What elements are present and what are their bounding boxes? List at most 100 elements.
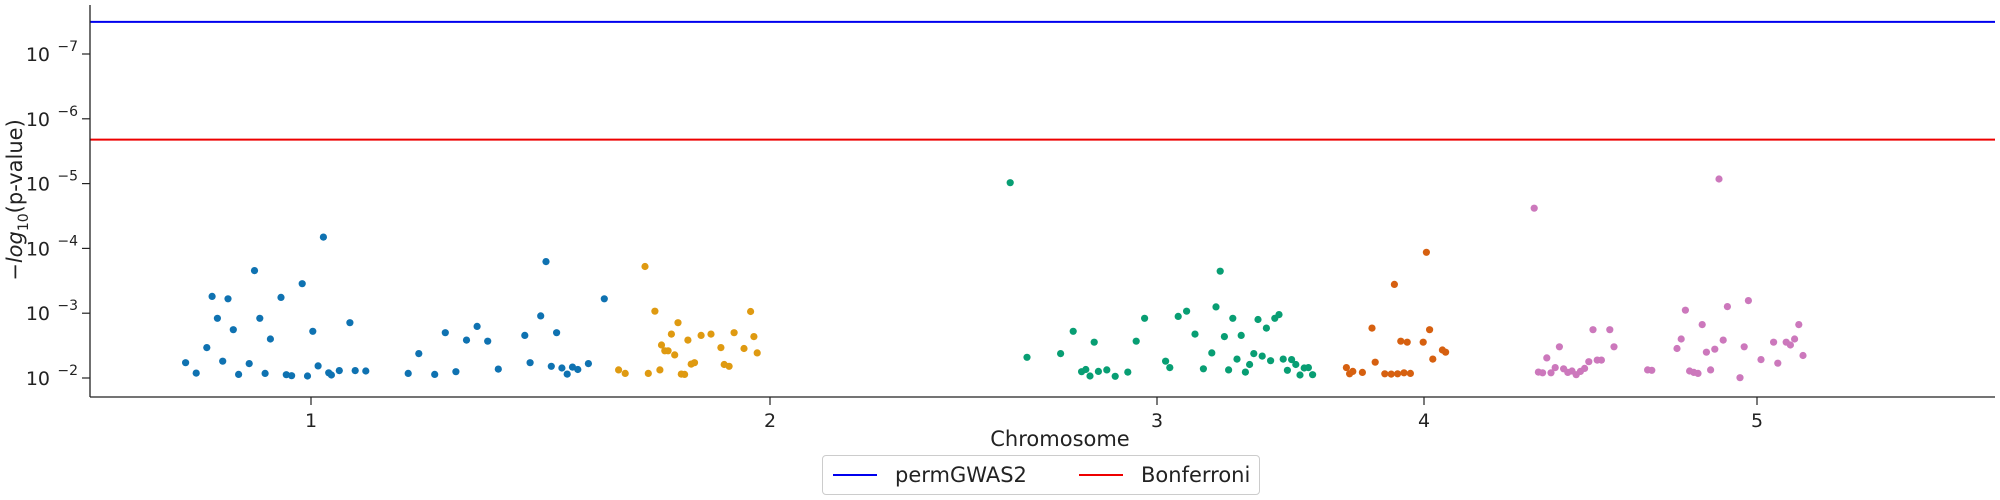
snp-point	[1791, 335, 1799, 343]
snp-point	[1191, 330, 1199, 338]
y-tick-exponent: −6	[57, 104, 78, 120]
snp-point	[1237, 331, 1245, 339]
snp-point	[327, 371, 335, 379]
snp-point	[1543, 354, 1551, 362]
snp-point	[547, 362, 555, 370]
snp-point	[1309, 371, 1317, 379]
threshold-lines	[90, 20, 1995, 141]
snp-point	[309, 327, 317, 335]
snp-point	[1208, 349, 1216, 357]
snp-point	[1094, 367, 1102, 375]
snp-point	[208, 292, 216, 300]
x-tick-label: 4	[1418, 410, 1430, 432]
snp-point	[1103, 366, 1111, 374]
y-tick-exponent: −3	[57, 298, 78, 314]
snp-point	[319, 233, 327, 241]
y-axis-ticks: 10 −7 10 −6 10 −5 10 −4 10 −3 10 −2	[26, 39, 90, 390]
y-tick-label: 10	[26, 109, 50, 131]
snp-point	[526, 359, 534, 367]
snp-point	[1681, 306, 1689, 314]
snp-point	[1174, 312, 1182, 320]
snp-point	[351, 367, 359, 375]
snp-point	[1212, 303, 1220, 311]
snp-point	[753, 349, 761, 357]
snp-point	[235, 370, 243, 378]
snp-point	[1288, 356, 1296, 364]
snp-point	[747, 307, 755, 316]
snp-point	[674, 319, 682, 327]
snp-point	[1589, 326, 1597, 334]
snp-point	[1296, 371, 1304, 379]
snp-point	[1090, 338, 1098, 346]
snp-point	[537, 312, 545, 320]
snp-point	[725, 362, 733, 370]
snp-point	[1254, 315, 1262, 324]
y-tick-label: 10	[26, 238, 50, 260]
snp-point	[1371, 358, 1379, 366]
snp-point	[346, 319, 354, 327]
snp-point	[404, 369, 412, 377]
snp-point	[717, 344, 725, 352]
snp-point	[1740, 343, 1748, 351]
snp-point	[441, 329, 449, 337]
snp-point	[1774, 359, 1782, 367]
snp-point	[1124, 368, 1132, 376]
snp-point	[1757, 356, 1765, 364]
snp-point	[1770, 338, 1778, 346]
snp-point	[1698, 321, 1706, 329]
snp-point	[690, 359, 699, 367]
snp-point	[671, 351, 679, 359]
snp-point	[1262, 324, 1270, 332]
snp-point	[740, 344, 748, 353]
snp-point	[192, 369, 200, 377]
legend: permGWAS2 Bonferroni	[822, 455, 1260, 495]
snp-point	[1141, 314, 1149, 322]
snp-point	[1166, 364, 1174, 372]
snp-point	[553, 329, 561, 337]
snp-point	[266, 335, 274, 343]
snp-point	[1283, 366, 1291, 374]
snp-point	[1220, 333, 1228, 341]
snp-point	[256, 314, 264, 322]
snp-point	[1547, 369, 1555, 377]
y-tick-exponent: −2	[57, 363, 78, 379]
data-points	[182, 175, 1807, 382]
y-tick-exponent: −7	[57, 39, 78, 55]
snp-point	[730, 329, 738, 337]
legend-swatch-red	[1079, 474, 1123, 476]
snp-point	[1111, 372, 1119, 380]
snp-point	[288, 372, 296, 380]
y-tick-label: 10	[26, 174, 50, 196]
snp-point	[1673, 344, 1681, 353]
x-tick-label: 1	[305, 410, 317, 432]
snp-point	[1387, 370, 1395, 378]
x-tick-label: 3	[1151, 410, 1163, 432]
snp-point	[1419, 338, 1427, 346]
snp-point	[657, 341, 666, 349]
snp-point	[1086, 372, 1094, 380]
snp-point	[542, 258, 550, 266]
y-axis-title: −log10(p-value)	[3, 119, 32, 281]
snp-point	[1736, 374, 1744, 382]
snp-point	[1723, 303, 1731, 311]
snp-point	[1539, 369, 1547, 377]
snp-point	[1304, 364, 1312, 372]
snp-point	[1258, 352, 1266, 360]
legend-item-permgwas2: permGWAS2	[833, 463, 1027, 487]
snp-point	[1006, 179, 1014, 187]
snp-point	[1403, 338, 1411, 346]
snp-point	[1390, 280, 1398, 288]
snp-point	[1795, 321, 1803, 329]
snp-point	[245, 360, 253, 368]
snp-point	[1292, 360, 1300, 369]
snp-point	[664, 347, 672, 355]
snp-point	[1397, 337, 1405, 345]
snp-point	[462, 336, 471, 344]
snp-point	[707, 330, 715, 338]
y-tick-label: 10	[26, 303, 50, 325]
snp-point	[1744, 297, 1752, 305]
snp-point	[1069, 327, 1077, 335]
snp-point	[1406, 369, 1414, 377]
snp-point	[1715, 175, 1723, 183]
